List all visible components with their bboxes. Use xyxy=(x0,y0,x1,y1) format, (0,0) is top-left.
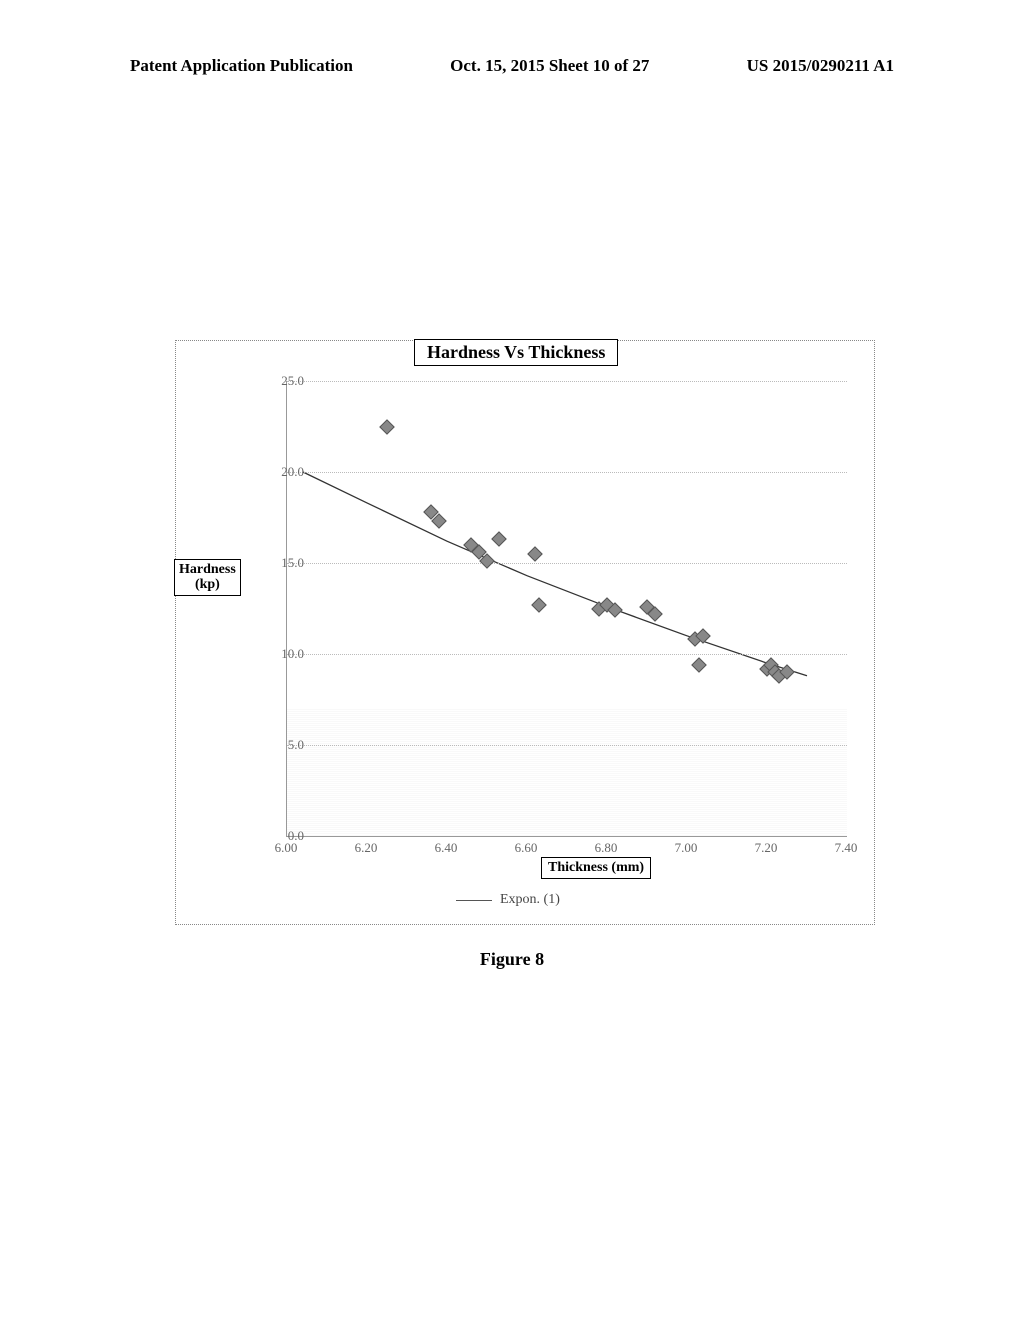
gridline xyxy=(287,472,847,473)
y-tick-label: 15.0 xyxy=(264,555,304,571)
plot-area xyxy=(286,381,847,837)
chart-container: Hardness Vs Thickness Hardness (kp) Thic… xyxy=(175,340,875,925)
header-center: Oct. 15, 2015 Sheet 10 of 27 xyxy=(450,56,649,76)
chart-title: Hardness Vs Thickness xyxy=(414,339,618,366)
x-tick-label: 6.80 xyxy=(595,840,618,856)
y-tick-label: 25.0 xyxy=(264,373,304,389)
page-header: Patent Application Publication Oct. 15, … xyxy=(0,56,1024,76)
gridline xyxy=(287,563,847,564)
y-axis-label: Hardness (kp) xyxy=(174,559,241,596)
x-tick-label: 6.20 xyxy=(355,840,378,856)
header-left: Patent Application Publication xyxy=(130,56,353,76)
y-axis-label-line1: Hardness xyxy=(179,562,236,577)
gridline xyxy=(287,745,847,746)
legend: Expon. (1) xyxy=(456,892,560,908)
x-tick-label: 7.20 xyxy=(755,840,778,856)
y-axis-label-line2: (kp) xyxy=(195,577,220,592)
y-tick-label: 20.0 xyxy=(264,464,304,480)
x-axis-label: Thickness (mm) xyxy=(541,857,651,879)
x-tick-label: 6.40 xyxy=(435,840,458,856)
gridline xyxy=(287,654,847,655)
header-right: US 2015/0290211 A1 xyxy=(747,56,894,76)
legend-label: Expon. (1) xyxy=(500,892,560,908)
x-tick-label: 7.00 xyxy=(675,840,698,856)
x-tick-label: 7.40 xyxy=(835,840,858,856)
figure-caption: Figure 8 xyxy=(0,949,1024,970)
x-tick-label: 6.60 xyxy=(515,840,538,856)
gridline xyxy=(287,381,847,382)
shaded-region xyxy=(287,709,847,836)
legend-line-icon xyxy=(456,900,492,901)
y-tick-label: 5.0 xyxy=(264,737,304,753)
y-tick-label: 10.0 xyxy=(264,646,304,662)
x-tick-label: 6.00 xyxy=(275,840,298,856)
